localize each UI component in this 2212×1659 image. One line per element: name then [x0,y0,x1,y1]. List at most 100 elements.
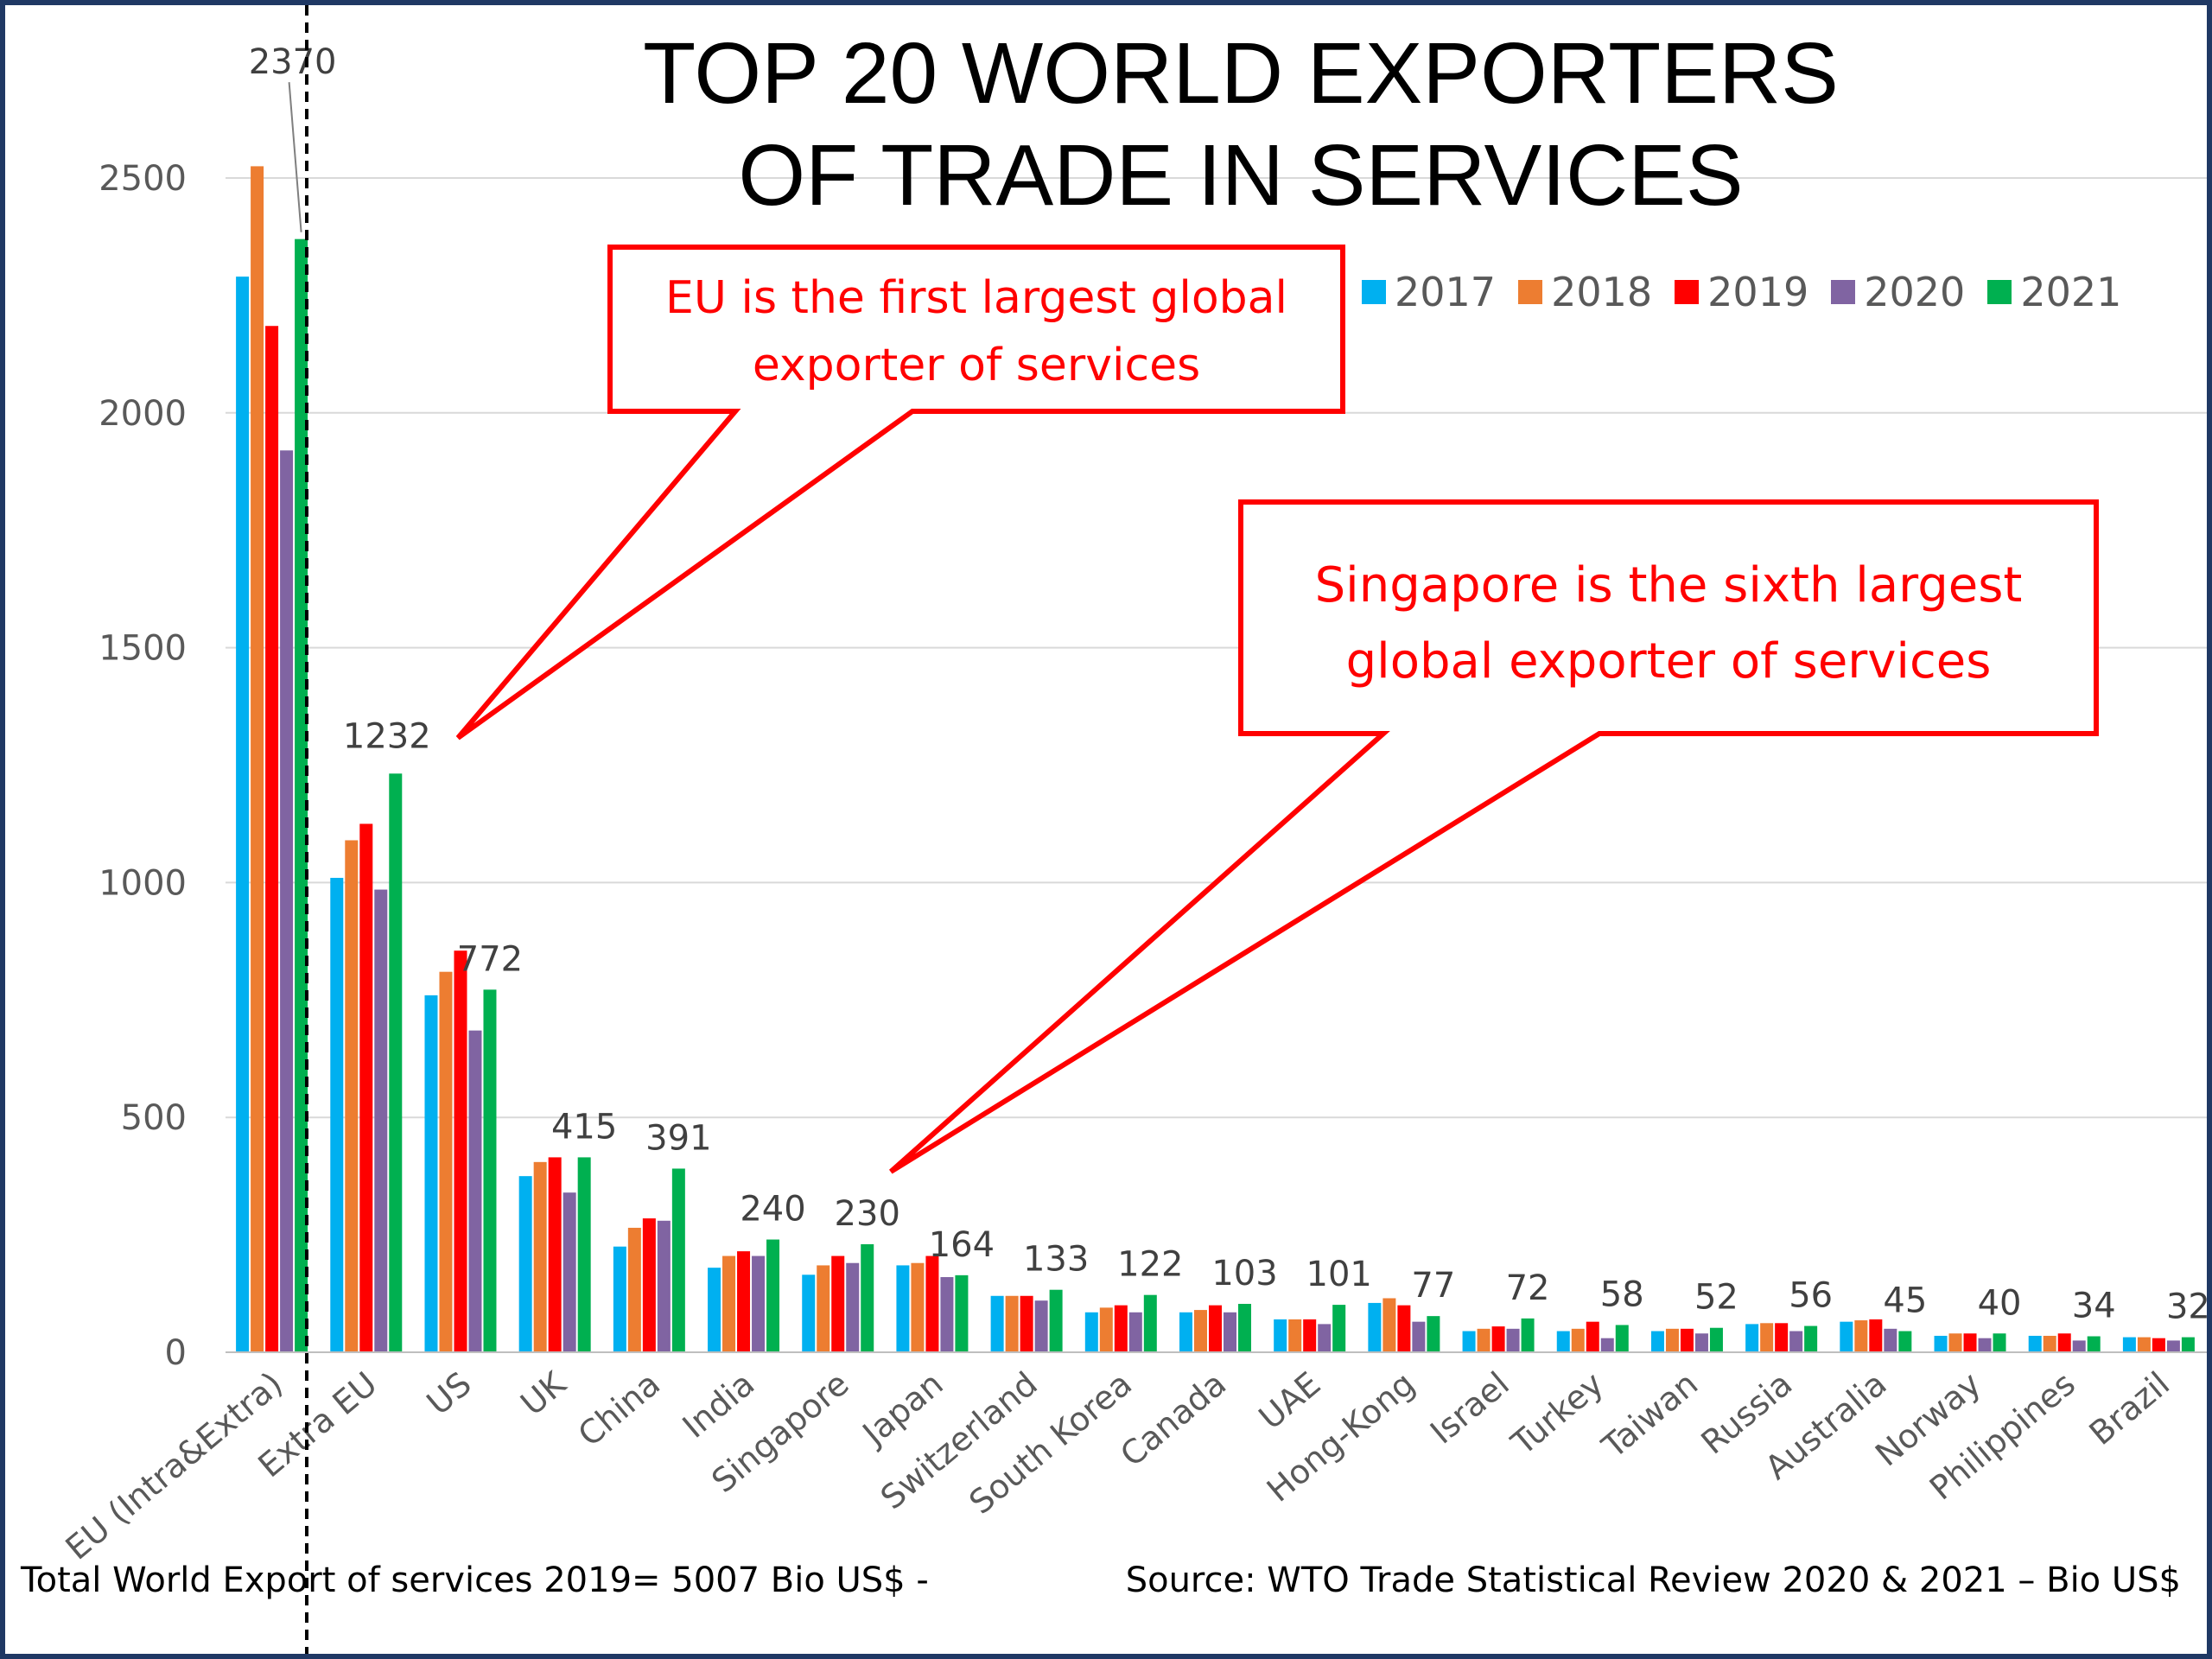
data-label-20: 32 [2166,1287,2207,1327]
data-label-leader [288,82,302,232]
bar-2018-15 [1665,1328,1679,1352]
bar-2020-0 [280,450,294,1352]
data-label-1: 1232 [343,716,431,756]
bar-2021-11 [1332,1305,1346,1352]
bar-2020-14 [1600,1338,1614,1352]
bar-2019-5 [737,1251,751,1352]
bar-2021-14 [1615,1325,1629,1352]
bar-2018-4 [627,1227,641,1352]
bar-2018-18 [1948,1333,1962,1352]
bar-2019-2 [454,950,467,1352]
x-tick-label: Israel [1423,1364,1516,1451]
x-tick-label: Brazil [2082,1364,2177,1452]
bar-2019-11 [1303,1319,1317,1352]
bar-2021-6 [861,1243,874,1352]
data-label-7: 164 [929,1225,995,1265]
bar-2017-9 [1084,1312,1098,1352]
legend-label: 2017 [1395,269,1497,315]
title-line-2: OF TRADE IN SERVICES [738,127,1744,224]
y-tick-label: 1500 [99,629,187,669]
bar-2019-20 [2152,1338,2165,1352]
legend-item-2021: 2021 [1987,269,2121,315]
bar-chart: 0 500 1000 1500 2000 2500 2370 1232 772 415 391 240… [59,5,2207,1654]
bar-2019-0 [265,326,279,1352]
bar-2021-20 [2181,1337,2195,1352]
legend-item-2019: 2019 [1675,269,1808,315]
y-tick-label: 500 [121,1098,187,1138]
data-label-5: 240 [740,1190,805,1230]
bar-2018-8 [1005,1295,1019,1352]
bar-2019-8 [1020,1295,1033,1352]
legend-label: 2021 [2020,269,2122,315]
bar-2020-4 [657,1220,671,1352]
y-tick-label: 1000 [99,863,187,903]
bar-2019-19 [2057,1333,2071,1352]
bar-2020-12 [1412,1321,1426,1352]
bar-2017-6 [802,1274,816,1352]
data-label-18: 40 [1978,1283,2022,1323]
bar-2020-17 [1884,1328,1897,1352]
bar-2020-8 [1034,1300,1048,1352]
bar-2019-7 [925,1255,939,1352]
bar-2018-10 [1194,1310,1207,1352]
bar-2021-17 [1898,1331,1912,1352]
bar-2019-13 [1491,1326,1505,1352]
singapore-callout-line-2: global exporter of services [1345,633,1992,690]
data-label-6: 230 [835,1194,900,1234]
bar-2017-7 [896,1265,910,1352]
bar-2021-19 [2087,1336,2101,1352]
bar-2017-8 [990,1295,1004,1352]
bar-2020-18 [1978,1338,1992,1352]
bar-2018-14 [1571,1328,1585,1352]
bar-2018-17 [1854,1320,1868,1352]
bar-2020-20 [2166,1340,2180,1352]
bar-2018-20 [2137,1337,2151,1352]
bar-2018-7 [911,1262,925,1352]
bar-2019-18 [1963,1333,1977,1352]
bar-2020-5 [752,1255,766,1352]
bar-2018-2 [439,971,453,1352]
data-label-12: 77 [1411,1266,1455,1306]
bar-2017-3 [518,1176,532,1352]
bar-2021-12 [1427,1316,1440,1352]
x-tick-label: UAE [1252,1364,1328,1437]
bar-2018-3 [533,1161,547,1352]
bar-2019-6 [831,1255,845,1352]
bar-2019-14 [1586,1321,1599,1352]
bar-2021-7 [955,1274,969,1352]
bar-2020-13 [1506,1328,1520,1352]
singapore-callout-text: Singapore is the sixth largest global ex… [1241,548,2096,700]
bar-2021-9 [1143,1294,1157,1352]
bar-2018-1 [345,840,359,1352]
bar-2021-10 [1238,1304,1251,1352]
bar-2017-15 [1650,1331,1664,1352]
singapore-callout-box [889,499,2099,1174]
bar-2021-2 [483,989,497,1352]
legend-item-2017: 2017 [1362,269,1496,315]
bar-2018-12 [1382,1298,1396,1352]
bar-2020-6 [846,1262,860,1352]
bar-2017-10 [1179,1312,1192,1352]
x-tick-label: Turkey [1503,1364,1611,1463]
data-label-8: 133 [1023,1240,1089,1280]
chart-legend: 2017 2018 2019 2020 2021 [1362,269,2121,315]
bar-2017-17 [1840,1321,1853,1352]
bar-2019-15 [1680,1328,1694,1352]
bar-2017-16 [1745,1324,1759,1352]
bar-2018-0 [251,166,264,1352]
eu-callout-line-1: EU is the first largest global [665,272,1287,324]
bar-2021-8 [1049,1289,1063,1352]
chart-title: TOP 20 WORLD EXPORTERS OF TRADE IN SERVI… [558,22,1923,226]
data-label-11: 101 [1306,1255,1372,1294]
bar-2019-9 [1114,1305,1128,1352]
bar-2021-15 [1709,1327,1723,1352]
data-label-17: 45 [1883,1281,1927,1321]
bar-2018-5 [722,1255,736,1352]
bar-2019-3 [548,1157,562,1352]
legend-swatch [1675,280,1700,304]
title-line-1: TOP 20 WORLD EXPORTERS [643,25,1839,122]
data-label-15: 52 [1694,1278,1738,1318]
x-tick-label: South Korea [962,1364,1139,1522]
footer-total: Total World Export of services 2019= 500… [21,1560,929,1600]
